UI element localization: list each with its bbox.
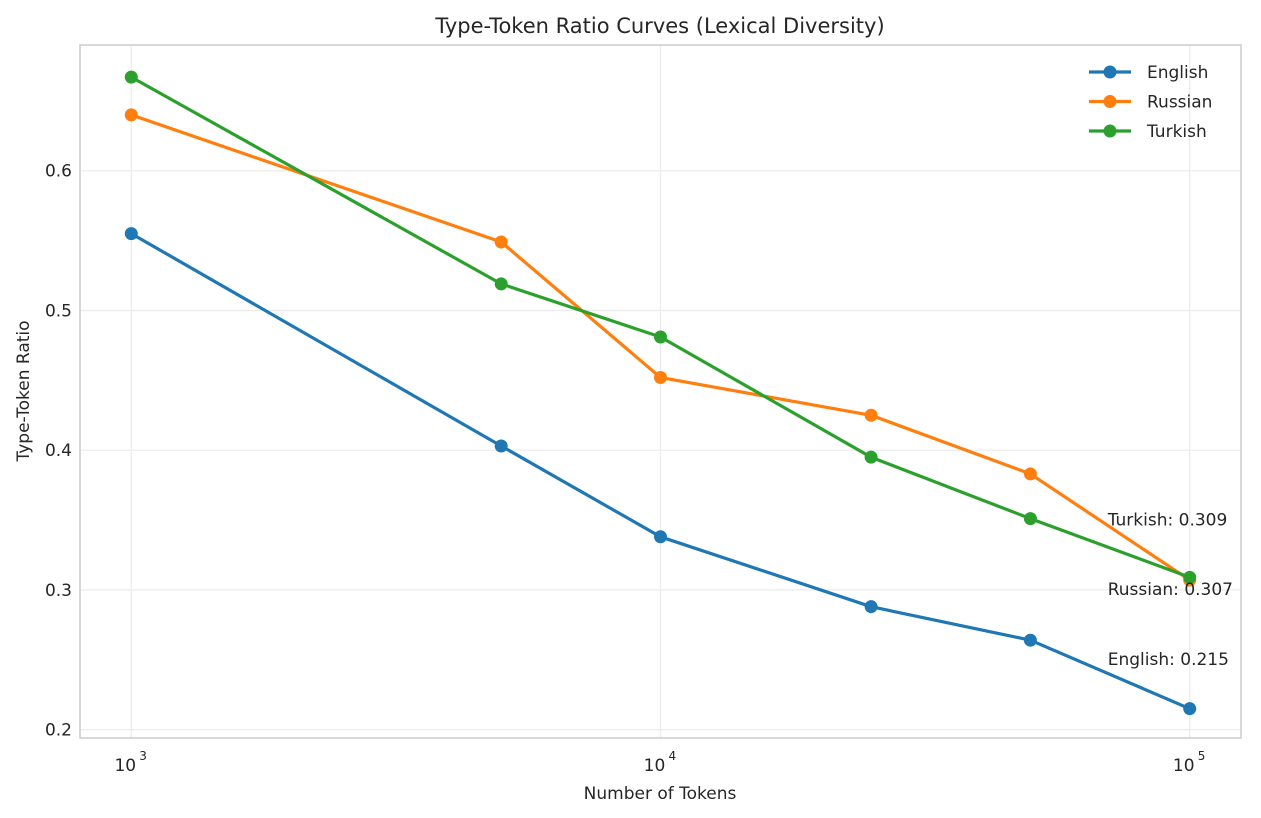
data-point (124, 70, 138, 84)
x-tick-base: 10 (114, 756, 136, 776)
data-point (494, 235, 508, 249)
annotation-label: English: 0.215 (1108, 650, 1229, 670)
data-point (1183, 570, 1197, 584)
data-point (124, 108, 138, 122)
data-point (494, 277, 508, 291)
data-point (1183, 702, 1197, 716)
x-axis-label: Number of Tokens (584, 784, 737, 804)
x-tick-label: 10 (644, 756, 666, 776)
x-tick-label: 10 (1173, 756, 1195, 776)
y-axis-label: Type-Token Ratio (14, 320, 34, 462)
data-point (1023, 633, 1037, 647)
annotation-label: Turkish: 0.309 (1107, 510, 1228, 530)
data-point (1023, 467, 1037, 481)
data-point (1023, 512, 1037, 526)
series-layer (124, 70, 1197, 716)
x-tick-label: 10 (114, 756, 136, 776)
y-tick-label: 0.4 (45, 441, 72, 461)
data-point (654, 530, 667, 544)
data-point (864, 450, 878, 464)
legend-marker (1103, 124, 1117, 138)
y-tick-label: 0.6 (45, 162, 72, 182)
y-tick-label: 0.2 (45, 721, 72, 741)
x-tick-exponent: 4 (669, 749, 677, 763)
legend-label: Turkish (1146, 122, 1207, 142)
chart-title: Type-Token Ratio Curves (Lexical Diversi… (434, 14, 884, 38)
series-line (129, 232, 1192, 711)
series-turkish (124, 70, 1197, 584)
data-point (654, 371, 667, 385)
data-point (864, 600, 878, 614)
data-point (124, 227, 138, 241)
grid (80, 45, 1241, 738)
y-tick-label: 0.5 (45, 301, 72, 321)
legend: English Russian Turkish (1089, 63, 1212, 142)
legend-item-english: English (1089, 63, 1208, 83)
x-tick-exponent: 3 (139, 749, 147, 763)
ticks: 10 3 10 4 10 50.20.30.40.50.6 (45, 162, 1205, 776)
y-tick-label: 0.3 (45, 581, 72, 601)
x-tick-base: 10 (644, 756, 666, 776)
data-point (654, 330, 667, 344)
x-tick-base: 10 (1173, 756, 1195, 776)
series-english (124, 227, 1197, 716)
x-tick-exponent: 5 (1198, 749, 1206, 763)
legend-marker (1103, 95, 1117, 108)
data-point (864, 408, 878, 422)
legend-item-turkish: Turkish (1089, 122, 1207, 142)
data-point (494, 439, 508, 453)
legend-marker (1103, 65, 1117, 79)
series-line (129, 75, 1192, 579)
legend-item-russian: Russian (1089, 93, 1212, 113)
legend-label: English (1147, 63, 1208, 83)
annotation-label: Russian: 0.307 (1108, 580, 1233, 600)
annotations: English: 0.215 Russian: 0.307 Turkish: 0.3… (1107, 510, 1233, 670)
plot-frame (79, 44, 1242, 739)
legend-label: Russian (1147, 93, 1212, 113)
